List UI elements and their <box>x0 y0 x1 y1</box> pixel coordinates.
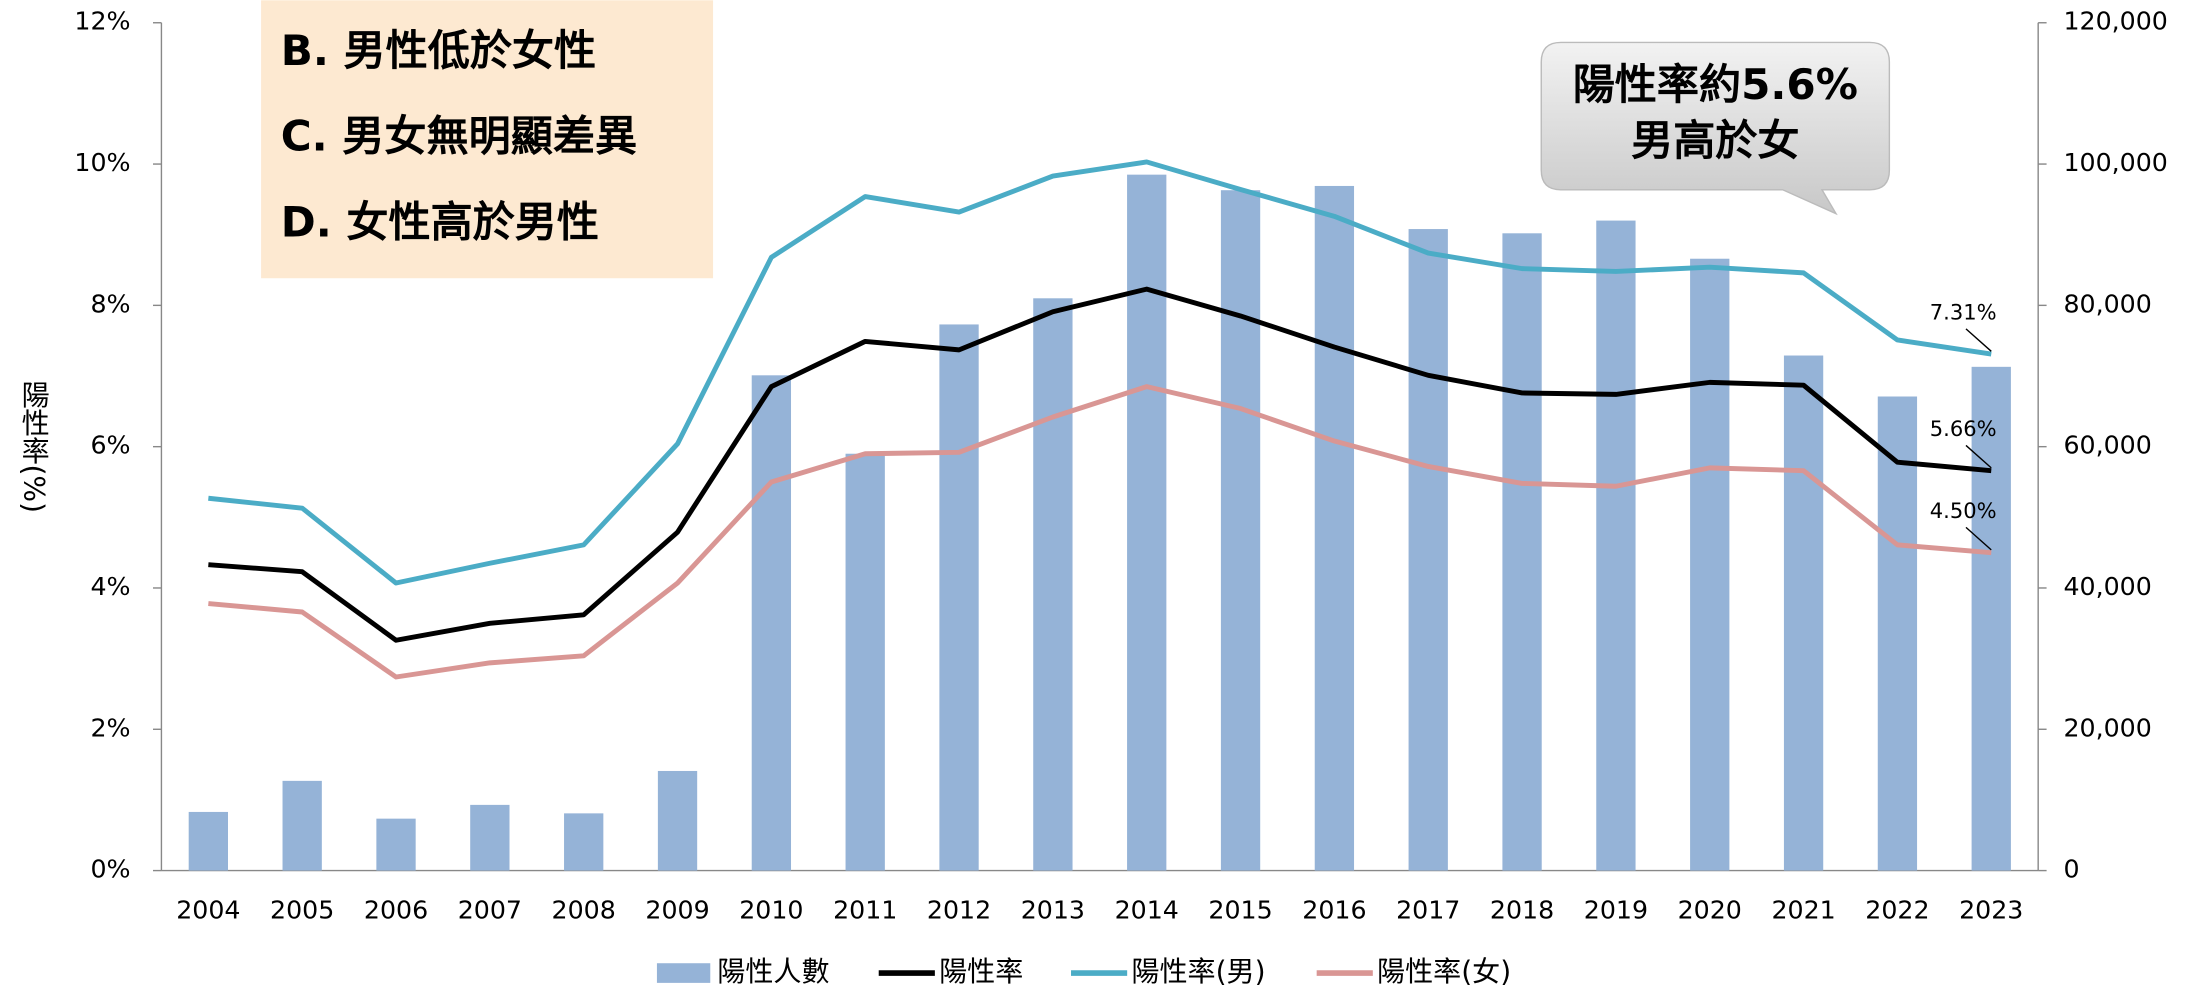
y-axis-label: 陽性率(%) <box>17 380 50 513</box>
x-tick-label: 2008 <box>552 895 616 924</box>
y2-tick-label: 100,000 <box>2063 148 2167 177</box>
value-label: 4.50% <box>1930 498 1997 523</box>
legend-label: 陽性率(男) <box>1131 955 1265 988</box>
x-tick-label: 2019 <box>1584 895 1648 924</box>
line <box>208 384 1992 680</box>
option-text: C. 男女無明顯差異 <box>281 112 637 161</box>
bar <box>1877 396 1918 871</box>
y-tick-label: 2% <box>90 713 130 742</box>
bar <box>1127 174 1167 871</box>
bar <box>1971 366 2011 871</box>
option-text: B. 男性低於女性 <box>281 26 596 75</box>
label-leader <box>1965 444 1992 469</box>
bar <box>1502 233 1542 871</box>
y2-tick-label: 80,000 <box>2063 289 2151 318</box>
x-tick-label: 2004 <box>176 895 240 924</box>
legend-label: 陽性率(女) <box>1377 955 1511 988</box>
bar <box>1220 190 1261 871</box>
x-tick-label: 2014 <box>1115 895 1179 924</box>
legend-swatch <box>656 963 711 983</box>
bar <box>470 804 510 871</box>
y2-tick-label: 120,000 <box>2063 7 2167 36</box>
option-box <box>261 0 714 279</box>
x-tick-label: 2007 <box>458 895 522 924</box>
value-label: 5.66% <box>1930 416 1997 441</box>
legend-label: 陽性率 <box>939 955 1023 988</box>
x-tick-label: 2009 <box>645 895 709 924</box>
x-tick-label: 2021 <box>1771 895 1835 924</box>
line <box>208 286 1992 643</box>
x-tick-label: 2017 <box>1396 895 1460 924</box>
x-tick-label: 2018 <box>1490 895 1554 924</box>
y2-tick-label: 20,000 <box>2063 713 2151 742</box>
legend-label: 陽性人數 <box>717 955 829 988</box>
value-label: 7.31% <box>1930 299 1997 324</box>
bar <box>564 813 604 871</box>
bar <box>939 324 979 871</box>
bar <box>845 453 885 871</box>
bar <box>1596 220 1636 871</box>
x-tick-label: 2006 <box>364 895 428 924</box>
callout-bubble <box>1540 41 1891 216</box>
bar <box>376 818 416 871</box>
y-tick-label: 4% <box>90 572 130 601</box>
bar <box>1314 185 1355 871</box>
line <box>208 159 1992 586</box>
bar <box>1690 258 1730 871</box>
y-tick-label: 12% <box>74 7 130 36</box>
bar <box>188 811 228 871</box>
bar <box>1783 355 1824 871</box>
x-tick-label: 2022 <box>1865 895 1929 924</box>
x-tick-label: 2010 <box>739 895 803 924</box>
x-tick-label: 2012 <box>927 895 991 924</box>
y-tick-label: 0% <box>90 855 130 884</box>
label-leader <box>1965 328 1992 352</box>
x-tick-label: 2023 <box>1959 895 2023 924</box>
plot-area: 0% 2% 4% 6% 8% 10% 12% 0 20,000 40,000 60,000 80,00… <box>74 7 2167 988</box>
y-tick-label: 8% <box>90 289 130 318</box>
bar <box>751 375 792 871</box>
y-tick-label: 10% <box>74 148 130 177</box>
bar <box>657 770 698 871</box>
option-text: D. 女性高於男性 <box>281 197 599 246</box>
bar <box>1408 229 1448 871</box>
x-tick-label: 2011 <box>833 895 897 924</box>
y2-tick-label: 60,000 <box>2063 431 2151 460</box>
y-tick-label: 6% <box>90 431 130 460</box>
y2-tick-label: 40,000 <box>2063 572 2151 601</box>
label-leader <box>1965 526 1992 551</box>
x-tick-label: 2020 <box>1678 895 1742 924</box>
bar <box>1033 298 1073 871</box>
callout-text: 陽性率約5.6% <box>1573 60 1858 109</box>
x-tick-label: 2016 <box>1302 895 1366 924</box>
x-tick-label: 2013 <box>1021 895 1085 924</box>
x-tick-label: 2015 <box>1208 895 1272 924</box>
y2-tick-label: 0 <box>2063 855 2079 884</box>
callout-text: 男高於女 <box>1631 116 1799 165</box>
x-tick-label: 2005 <box>270 895 334 924</box>
bar <box>282 780 322 871</box>
